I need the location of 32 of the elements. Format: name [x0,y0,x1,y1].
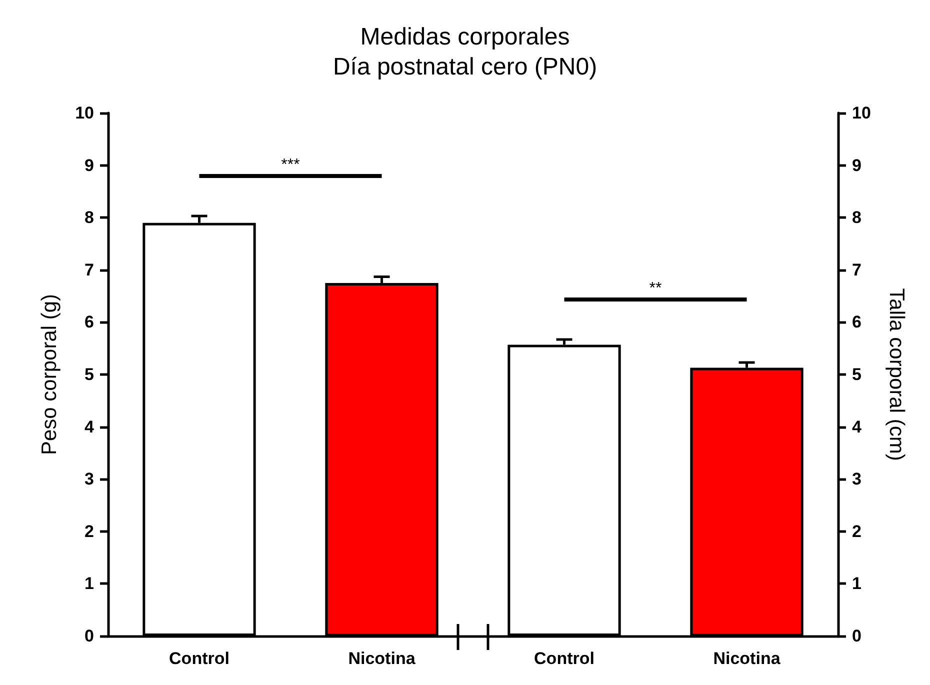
y-tick-label: 10 [75,104,94,122]
chart-subtitle: Día postnatal cero (PN0) [332,54,598,80]
x-tick-label: Control [534,649,594,668]
x-tick-label: Nicotina [348,649,416,668]
y2-tick-label: 1 [852,574,862,594]
y-tick-label: 9 [84,156,94,175]
annotation: ** [649,280,662,297]
y2-tick-label: 6 [852,312,862,332]
y2-tick-label: 3 [852,470,862,489]
x-tick-label: Control [169,649,230,668]
y-tick-label: 3 [84,470,94,489]
y2-tick-label: 10 [852,104,871,122]
y-tick-label: 5 [84,365,94,384]
y-tick-label: 7 [84,260,94,280]
y2-tick-label: 9 [852,156,862,175]
y2-axis-title: Talla corporal (cm) [885,288,908,461]
y2-tick-label: 8 [852,208,862,228]
y-tick-label: 8 [84,208,94,228]
chart-title: Medidas corporales [360,24,570,50]
y2-tick-label: 2 [852,522,862,541]
y2-tick-label: 0 [852,626,862,646]
y2-tick-label: 5 [852,365,862,384]
y-axis-title: Peso corporal (g) [38,294,61,456]
y-tick-label: 2 [84,522,94,541]
annotation: *** [281,156,300,174]
y2-tick-label: 7 [852,260,862,280]
x-tick-label: Nicotina [713,649,781,668]
y2-tick-label: 4 [852,417,862,436]
y-tick-label: 1 [84,574,94,594]
y-tick-label: 6 [84,312,94,332]
y-tick-label: 0 [84,626,94,646]
y-tick-label: 4 [84,417,95,436]
